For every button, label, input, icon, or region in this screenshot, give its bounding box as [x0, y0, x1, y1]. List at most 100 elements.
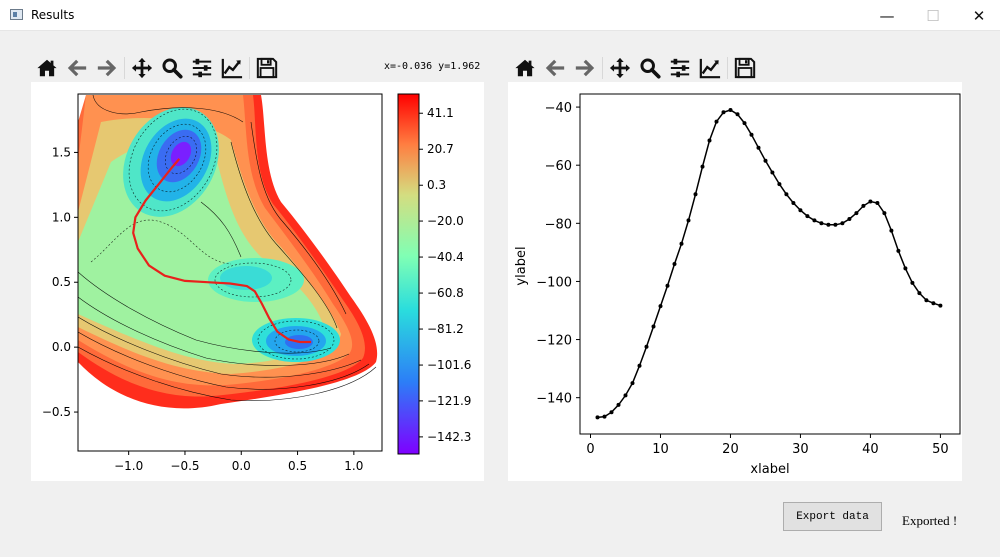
line-data-point — [763, 158, 768, 163]
right-plot-toolbar — [510, 54, 760, 82]
line-y-tick-label: −140 — [536, 392, 572, 407]
edit-axis-icon[interactable] — [695, 54, 725, 82]
home-icon[interactable] — [510, 54, 540, 82]
line-x-tick-label: 20 — [722, 442, 739, 457]
line-data-point — [931, 301, 936, 306]
line-data-point — [637, 363, 642, 368]
line-x-tick-label: 10 — [652, 442, 669, 457]
contour-y-tick-label: −0.5 — [42, 405, 71, 419]
line-data-point — [875, 201, 880, 205]
back-arrow-icon[interactable] — [62, 54, 92, 82]
pan-icon[interactable] — [605, 54, 635, 82]
line-data-point — [826, 222, 831, 227]
line-data-point — [644, 344, 649, 349]
pan-icon[interactable] — [127, 54, 157, 82]
contour-y-tick-label: 1.0 — [52, 210, 71, 224]
minimize-button[interactable]: — — [879, 6, 895, 25]
line-data-point — [924, 298, 929, 303]
line-data-point — [749, 132, 754, 137]
line-data-point — [735, 112, 740, 117]
line-y-tick-label: −40 — [545, 101, 572, 116]
contour-y-tick-label: 0.0 — [52, 340, 71, 354]
line-data-point — [812, 218, 817, 223]
forward-arrow-icon[interactable] — [92, 54, 122, 82]
toolbar-separator — [124, 57, 125, 79]
line-data-point — [805, 214, 810, 219]
line-data-point — [686, 218, 691, 223]
colorbar — [397, 93, 420, 455]
close-button[interactable]: ✕ — [972, 6, 986, 25]
export-data-button[interactable]: Export data — [783, 502, 882, 531]
left-plot-toolbar — [32, 54, 282, 82]
contour-axes-frame — [77, 93, 383, 452]
line-data-point — [938, 303, 943, 308]
line-data-point — [630, 381, 635, 386]
export-status: Exported ! — [902, 513, 958, 528]
line-data-point — [602, 414, 607, 419]
line-data-point — [868, 199, 873, 204]
home-icon[interactable] — [32, 54, 62, 82]
toolbar-separator — [249, 57, 250, 79]
contour-x-tick-label: 0.0 — [232, 459, 251, 473]
line-data-point — [910, 280, 915, 285]
line-data-point — [707, 138, 712, 143]
edit-axis-icon[interactable] — [217, 54, 247, 82]
colorbar-tick-label: 0.3 — [427, 178, 446, 192]
line-data-point — [672, 262, 677, 266]
line-data-point — [777, 182, 782, 187]
back-arrow-icon[interactable] — [540, 54, 570, 82]
zoom-icon[interactable] — [157, 54, 187, 82]
line-data-point — [784, 192, 789, 197]
line-data-point — [854, 211, 859, 216]
line-data-point — [742, 121, 747, 126]
contour-plot-panel[interactable]: −1.0 −0.5 0.0 0.5 1.0 −0.5 0.0 0.5 1.0 1.5 41.1 2… — [31, 82, 484, 481]
save-icon[interactable] — [252, 54, 282, 82]
line-x-tick-label: 40 — [862, 442, 879, 457]
line-y-tick-label: −80 — [545, 217, 572, 232]
x-axis-label: xlabel — [750, 462, 789, 477]
line-x-tick-label: 50 — [932, 442, 949, 457]
line-data-point — [882, 211, 887, 216]
minimum-energy-path — [132, 158, 312, 344]
zoom-icon[interactable] — [635, 54, 665, 82]
colorbar-tick-label: −81.2 — [427, 322, 464, 336]
toolbar-separator — [602, 57, 603, 79]
line-data-point — [917, 291, 922, 296]
window-title: Results — [31, 8, 75, 22]
line-y-tick-label: −120 — [536, 334, 572, 349]
configure-subplots-icon[interactable] — [187, 54, 217, 82]
line-data-point — [700, 164, 705, 169]
forward-arrow-icon[interactable] — [570, 54, 600, 82]
line-plot-panel[interactable]: 0 10 20 30 40 50 −140 −120 −100 −80 −60 −40 xlabel… — [508, 82, 962, 481]
line-data-point — [651, 324, 656, 329]
title-bar: Results — ☐ ✕ — [0, 0, 1000, 31]
y-axis-label: ylabel — [514, 246, 529, 285]
line-data-point — [833, 222, 838, 227]
toolbar-separator — [727, 57, 728, 79]
line-data-point — [861, 203, 866, 208]
contour-x-tick-label: −1.0 — [114, 459, 143, 473]
line-data-point — [693, 192, 698, 197]
configure-subplots-icon[interactable] — [665, 54, 695, 82]
line-data-point — [840, 221, 845, 226]
line-data-point — [658, 304, 663, 309]
line-data-point — [595, 415, 600, 420]
line-data-point — [616, 402, 621, 407]
line-data-point — [770, 170, 775, 175]
line-x-tick-label: 30 — [792, 442, 809, 457]
line-data-point — [728, 108, 733, 112]
line-x-tick-label: 0 — [586, 442, 594, 457]
coordinate-readout: x=-0.036 y=1.962 — [384, 61, 481, 72]
line-y-tick-label: −100 — [536, 275, 572, 290]
line-data-point — [665, 283, 670, 288]
maximize-button[interactable]: ☐ — [926, 6, 940, 25]
colorbar-tick-label: −101.6 — [427, 358, 471, 372]
line-data-point — [819, 221, 824, 226]
line-data-point — [847, 217, 852, 221]
line-data-point — [623, 393, 628, 398]
contour-x-tick-label: 0.5 — [288, 459, 307, 473]
line-data-point — [791, 201, 796, 205]
contour-y-tick-label: 0.5 — [52, 275, 71, 289]
line-data-point — [714, 119, 719, 124]
save-icon[interactable] — [730, 54, 760, 82]
